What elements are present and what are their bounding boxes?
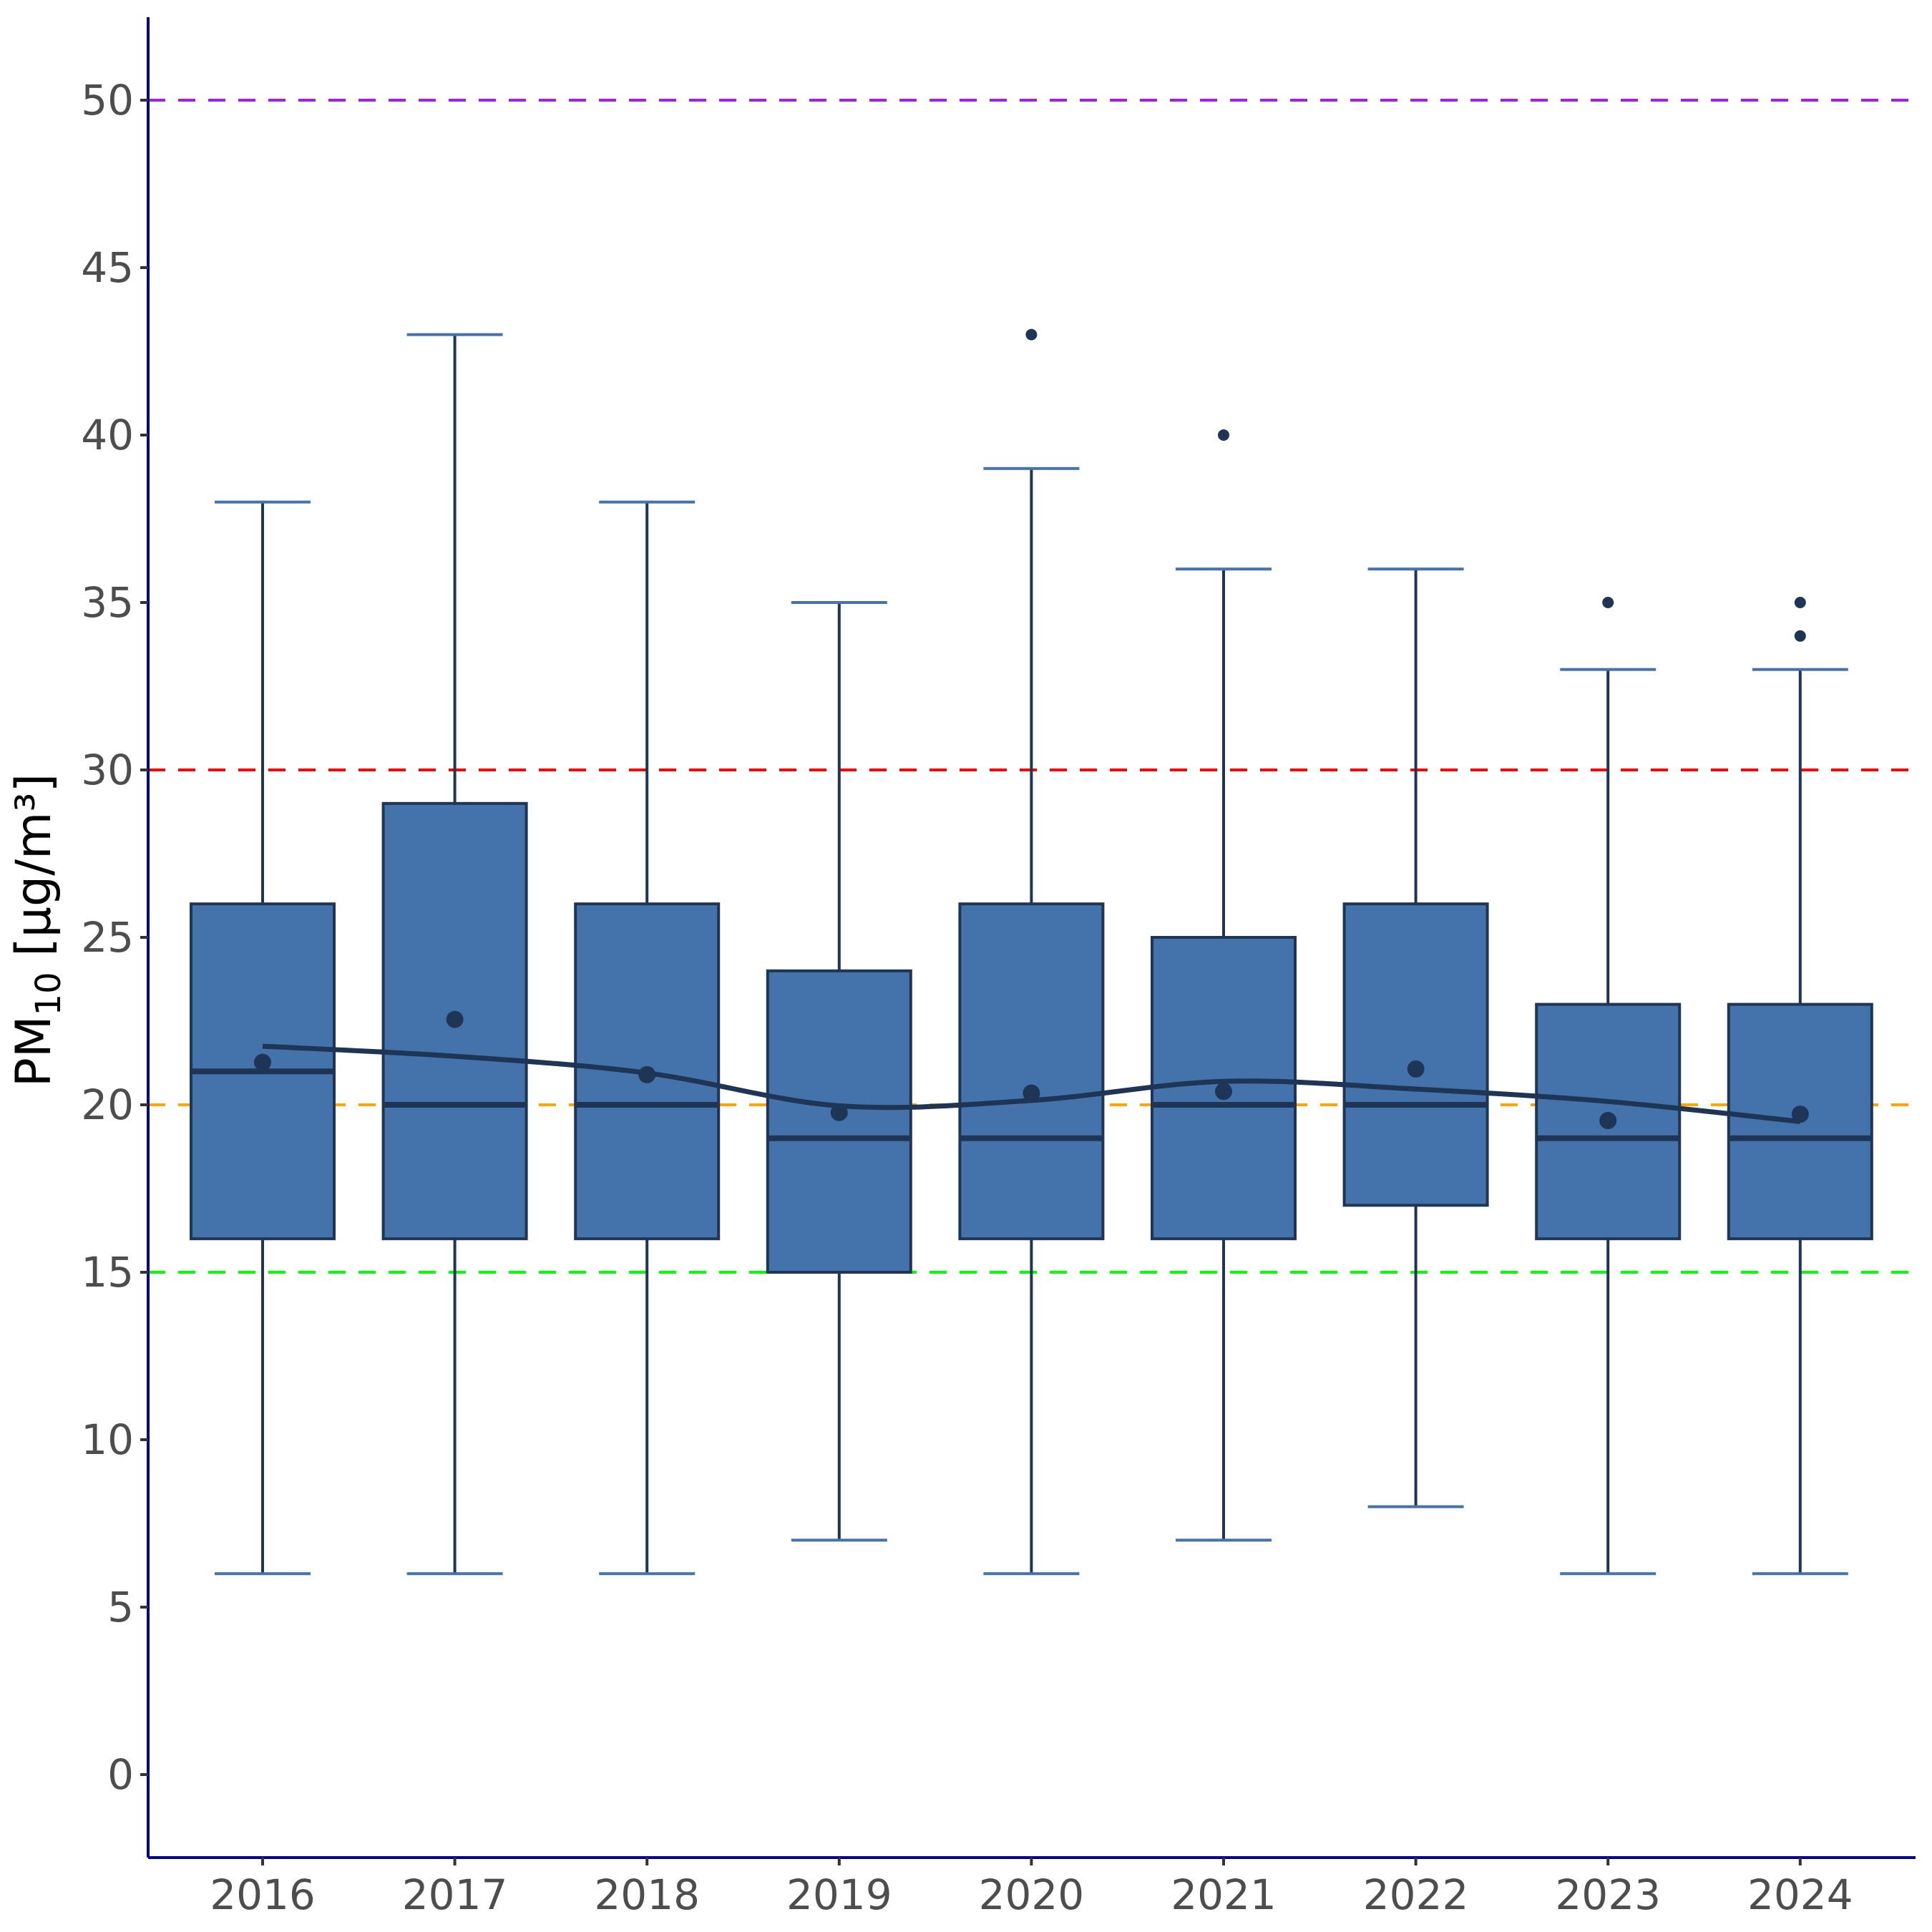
mean-point [254, 1053, 271, 1071]
x-tick-label: 2022 [1363, 1870, 1469, 1919]
y-tick-label: 25 [81, 913, 134, 962]
trend-line [262, 1043, 1801, 1124]
mean-point [1023, 1084, 1040, 1102]
box-group-2017 [381, 333, 528, 1576]
y-tick-label: 0 [107, 1750, 134, 1799]
box-group-2020 [958, 328, 1105, 1576]
outlier-point [1025, 328, 1038, 341]
y-axis-title: PM10 [µg/m³] [6, 774, 69, 1087]
mean-point [1791, 1106, 1809, 1123]
box-group-2018 [574, 500, 721, 1576]
box-iqr [958, 902, 1105, 1241]
y-tick-label: 30 [81, 746, 134, 794]
box-group-2016 [190, 500, 336, 1576]
outlier-point [1794, 597, 1806, 608]
x-tick-label: 2019 [786, 1870, 892, 1919]
y-tick-label: 10 [81, 1415, 134, 1464]
y-tick-label: 40 [81, 411, 134, 459]
y-axis-title-main: PM [6, 1015, 62, 1087]
y-tick-label: 5 [107, 1583, 134, 1631]
box-group-2023 [1535, 597, 1682, 1576]
x-tick-label: 2017 [402, 1870, 508, 1919]
y-tick-label: 15 [81, 1248, 134, 1297]
x-tick-label: 2020 [979, 1870, 1085, 1919]
boxes-layer [190, 328, 1873, 1576]
mean-point [1215, 1083, 1232, 1101]
x-tick-label: 2016 [210, 1870, 316, 1919]
x-tick-label: 2024 [1747, 1870, 1853, 1919]
trend-layer [262, 1043, 1801, 1124]
y-tick-label: 35 [81, 578, 134, 627]
x-tick-label: 2023 [1555, 1870, 1661, 1919]
y-tick-label: 50 [81, 76, 134, 125]
box-group-2021 [1151, 429, 1297, 1542]
mean-point [446, 1010, 464, 1028]
y-tick-label: 20 [81, 1080, 134, 1129]
box-iqr [766, 969, 912, 1274]
box-group-2022 [1342, 567, 1489, 1508]
box-group-2019 [766, 601, 912, 1542]
box-group-2024 [1727, 597, 1873, 1576]
y-tick-label: 45 [81, 243, 134, 292]
outlier-point [1218, 429, 1229, 441]
mean-point [1407, 1060, 1425, 1078]
outlier-point [1602, 597, 1614, 608]
axes-layer: 0 5 10 15 20 25 30 35 40 45 50 2016 2017 2018 2019 2020… [81, 17, 1916, 1919]
x-tick-label: 2021 [1171, 1870, 1277, 1919]
y-axis-title-unit: [µg/m³] [6, 774, 62, 972]
box-iqr [1342, 902, 1489, 1207]
outlier-point [1794, 630, 1806, 642]
x-tick-label: 2018 [594, 1870, 700, 1919]
mean-point [1599, 1111, 1617, 1129]
y-axis-title-subscript: 10 [29, 972, 69, 1015]
